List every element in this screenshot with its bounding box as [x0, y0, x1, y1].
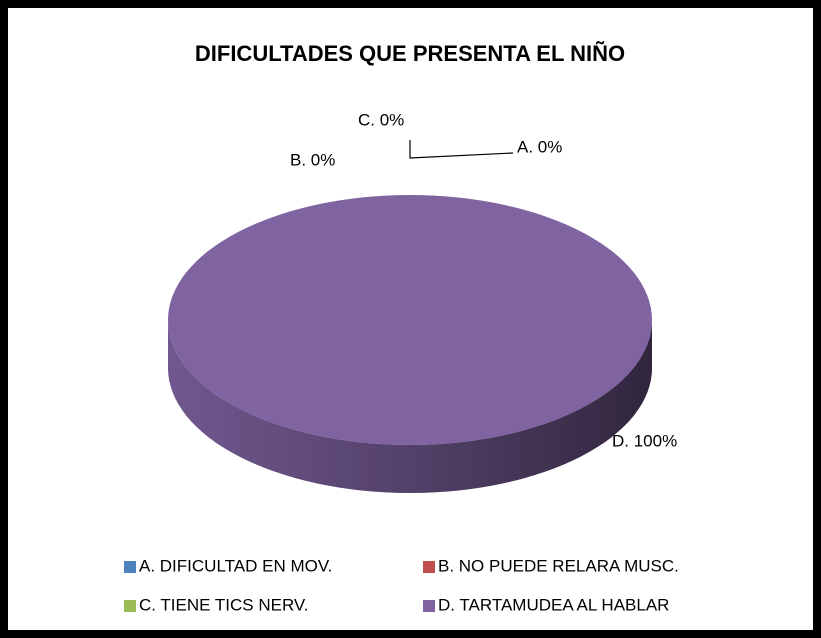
data-label: B. 0% — [290, 150, 335, 169]
data-label: C. 0% — [358, 110, 404, 129]
chart-title: DIFICULTADES QUE PRESENTA EL NIÑO — [195, 41, 625, 66]
legend-swatch — [423, 600, 435, 612]
legend-swatch — [423, 561, 435, 573]
data-label: A. 0% — [517, 137, 562, 156]
legend-label: C. TIENE TICS NERV. — [139, 595, 308, 614]
slice — [168, 195, 652, 445]
slice-side-shade — [168, 320, 652, 493]
legend-label: D. TARTAMUDEA AL HABLAR — [438, 595, 669, 614]
data-label: D. 100% — [612, 431, 677, 450]
leader-line — [409, 140, 514, 159]
legend-swatch — [124, 600, 136, 612]
legend-label: A. DIFICULTAD EN MOV. — [139, 556, 332, 575]
legend-swatch — [124, 561, 136, 573]
legend-label: B. NO PUEDE RELARA MUSC. — [438, 556, 679, 575]
